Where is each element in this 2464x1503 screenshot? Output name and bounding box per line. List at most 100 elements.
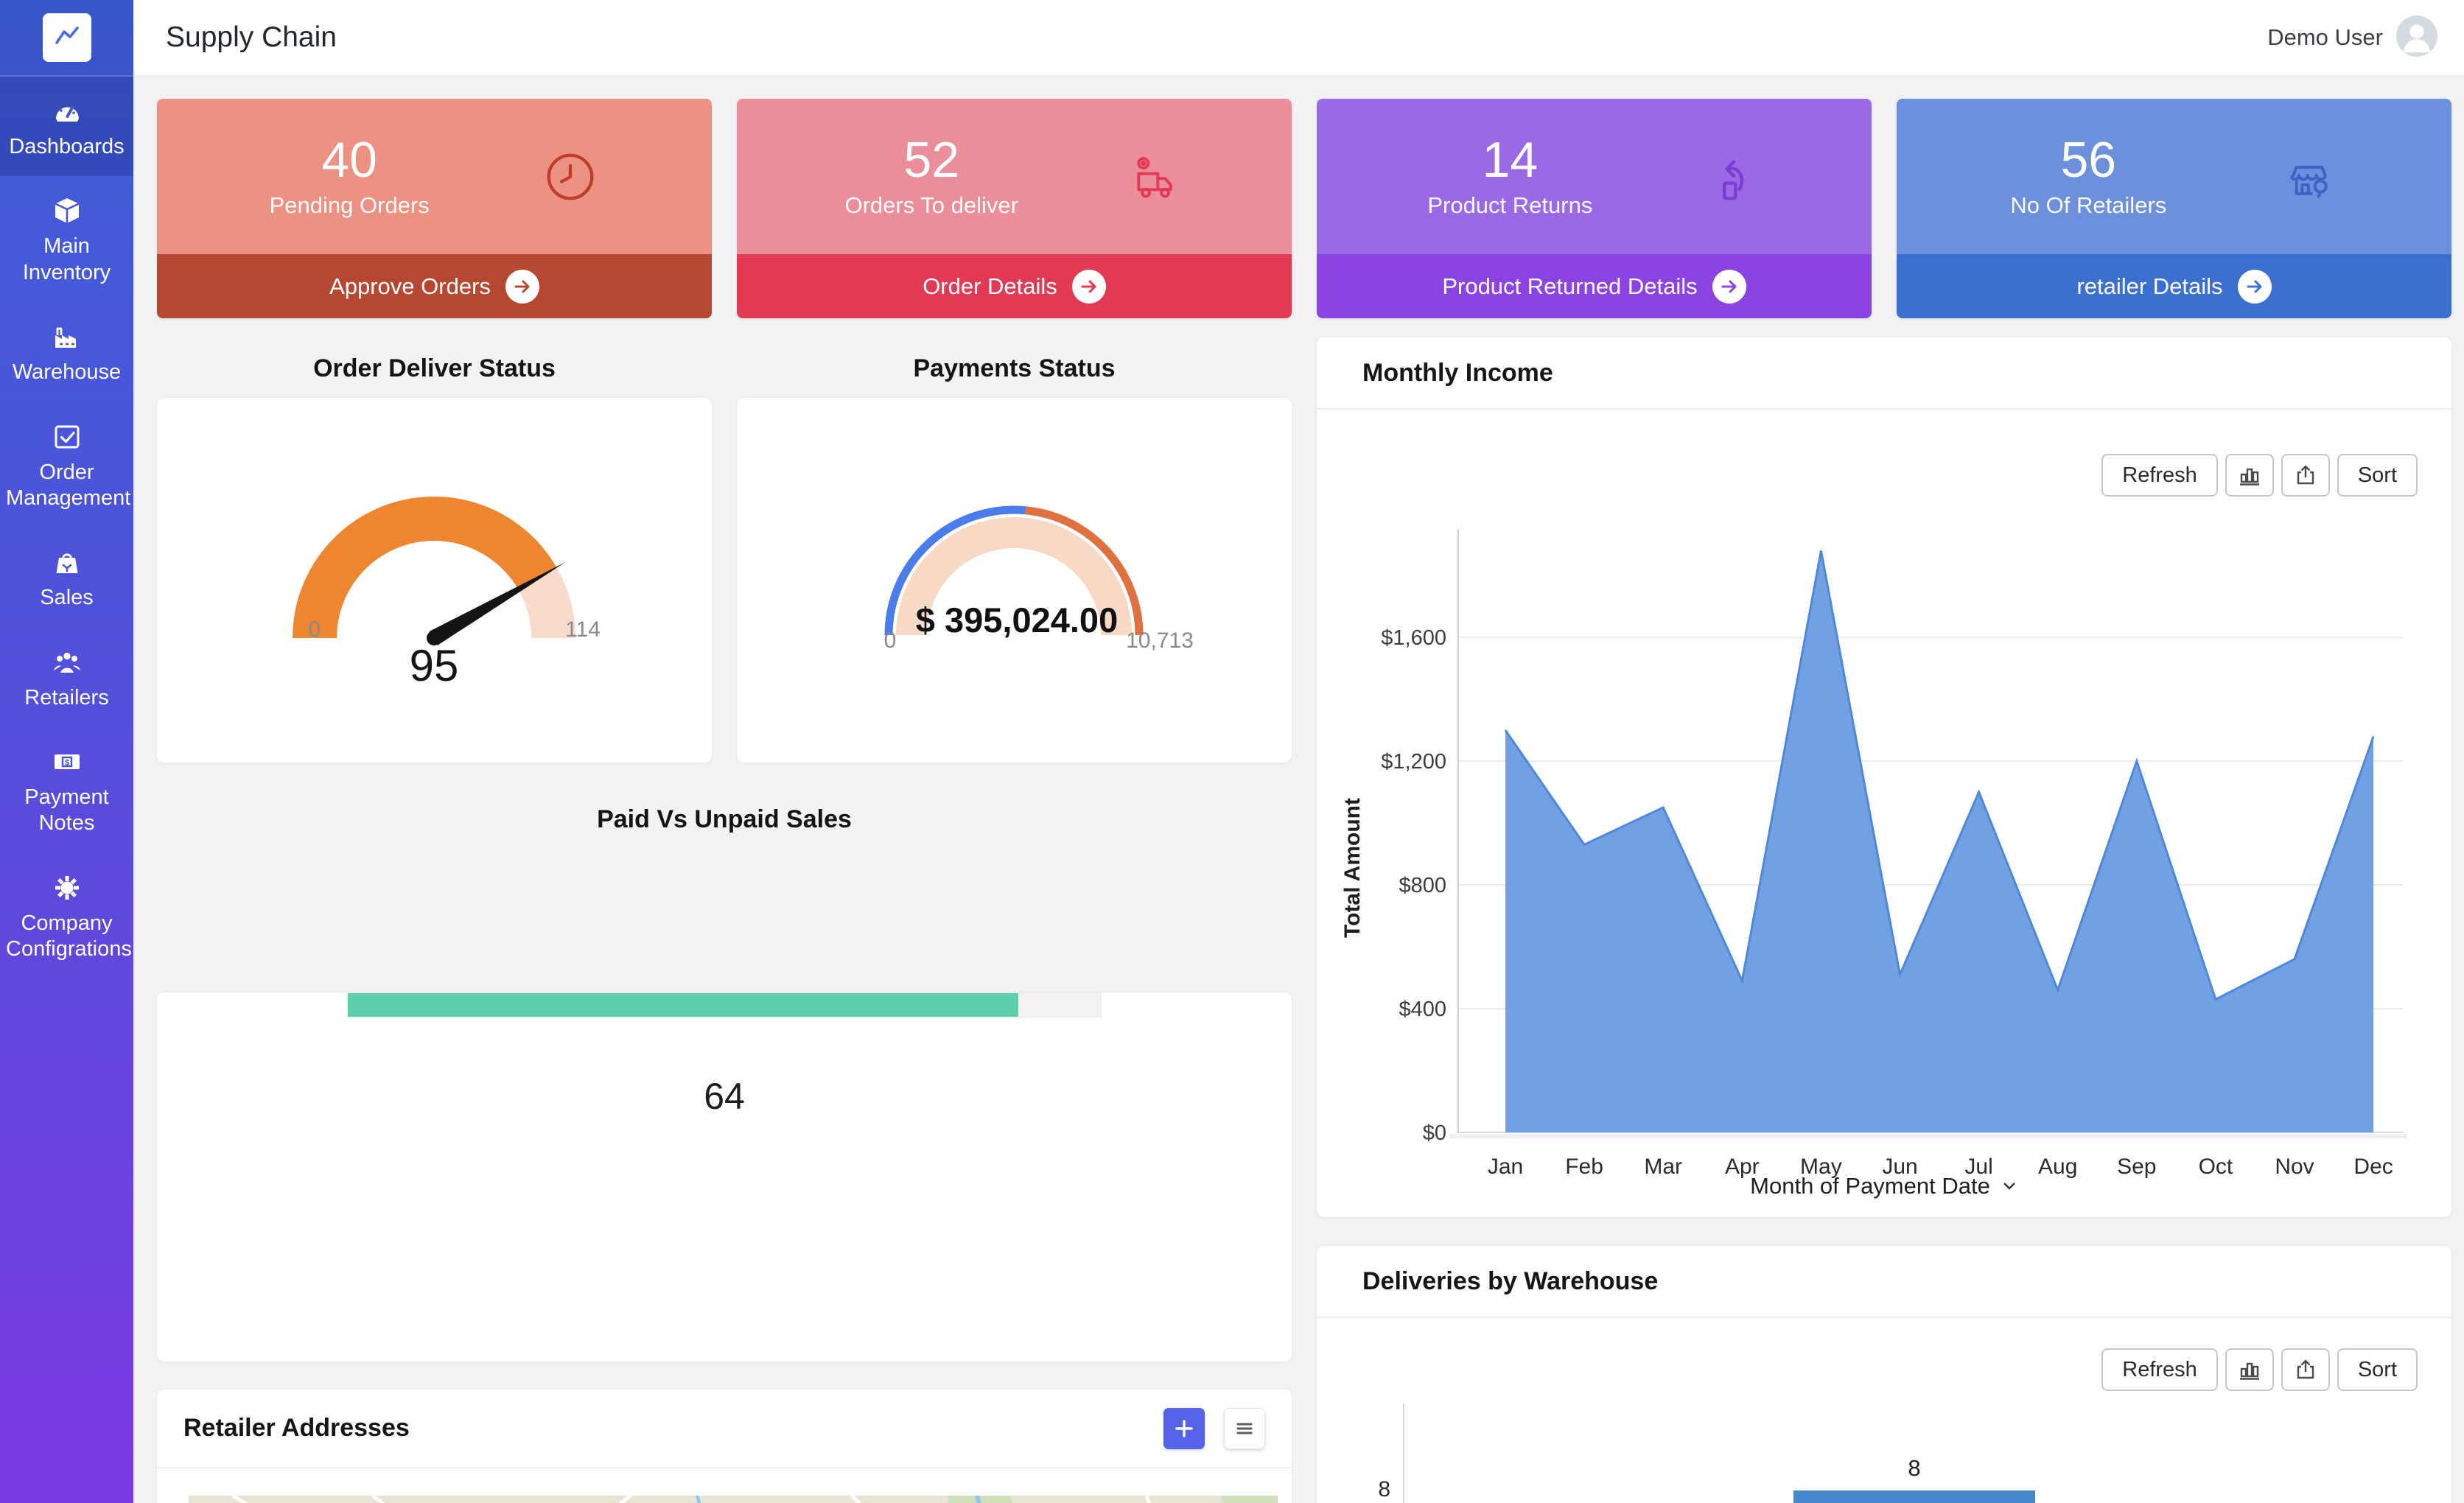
gauge-max-label: 114 [565,617,601,642]
sidebar-item-order-management[interactable]: Order Management [0,402,133,528]
app-logo[interactable] [0,0,133,77]
gauge-max-label: 10,713 [1126,628,1194,653]
sidebar-item-label: Warehouse [12,360,122,385]
refresh-button[interactable]: Refresh [2101,454,2218,497]
stat-card-no-of-retailers: 56 No Of Retailers retailer Details [1897,99,2451,318]
monthly-income-card: Monthly Income Refresh Sort [1317,337,2451,1217]
y-tick-label: $1,600 [1381,626,1446,650]
delivery-truck-icon [1126,148,1183,206]
export-button[interactable] [2281,454,2330,497]
x-tick-label: Sep [2117,1155,2156,1179]
stat-value: 52 [903,131,960,188]
stat-label: Pending Orders [269,192,430,219]
gear-icon [50,871,84,905]
sidebar-item-label: Payment Notes [24,785,109,835]
sidebar-item-sales[interactable]: Sales [0,528,133,627]
menu-icon [1236,1423,1253,1434]
bar-chart-icon [2239,1362,2259,1380]
payments-gauge: 0 10,713 $ 395,024.00 [737,398,1292,763]
bar-series [1793,1490,2035,1503]
sort-button[interactable]: Sort [2337,1348,2418,1391]
plus-icon [1175,1419,1193,1437]
x-tick-label: Jun [1882,1155,1917,1179]
sidebar-item-label: Sales [40,586,94,610]
avatar [2396,15,2437,60]
order-details-button[interactable]: Order Details [737,254,1292,318]
gauge-value: $ 395,024.00 [916,600,1118,640]
footer-action-label: Approve Orders [329,273,491,299]
export-button[interactable] [2281,1348,2330,1391]
stat-label: Product Returns [1427,192,1593,219]
footer-action-label: Product Returned Details [1442,273,1698,299]
refresh-button[interactable]: Refresh [2101,1348,2218,1391]
deliveries-bar-chart: 8 8 [1378,1404,2035,1503]
stat-card-product-returns: 14 Product Returns Product Returned Deta… [1317,99,1872,318]
chart-type-button[interactable] [2225,1348,2274,1391]
stat-value: 40 [321,131,377,188]
chart-type-button[interactable] [2225,454,2274,497]
sidebar-item-company-configrations[interactable]: Company Configrations [0,853,133,979]
page-title: Supply Chain [166,21,337,53]
arrow-right-icon [505,269,539,304]
shopping-bag-icon [50,545,84,579]
sidebar-item-retailers[interactable]: Retailers [0,628,133,727]
paid-progress-fill [348,993,1018,1017]
payments-status-section: Payments Status 0 10,713 $ 395,024.00 [737,354,1292,763]
order-check-icon [50,420,84,454]
export-icon [2297,465,2314,485]
section-title: Order Deliver Status [313,354,556,382]
retailer-map[interactable]: Muzaffarnagar Hisar [189,1496,1278,1503]
top-bar: Supply Chain Demo User [133,0,2464,77]
deliveries-by-warehouse-card: Deliveries by Warehouse Refresh Sort [1317,1246,2451,1503]
chevron-down-icon [2003,1183,2015,1190]
sidebar-item-label: Dashboards [9,135,125,158]
product-returned-details-button[interactable]: Product Returned Details [1317,254,1872,318]
y-tick-label: $800 [1399,874,1446,897]
y-tick-label: $1,200 [1381,750,1446,774]
approve-orders-button[interactable]: Approve Orders [157,254,712,318]
left-column: Order Deliver Status 0 114 95 [157,337,1292,1503]
dashboard-content: 40 Pending Orders Approve Orders [133,77,2464,1503]
return-box-icon [1704,148,1761,206]
y-tick-label: $0 [1423,1121,1446,1145]
stat-card-row: 40 Pending Orders Approve Orders [157,99,2451,318]
panel-title: Monthly Income [1362,358,1553,387]
y-axis-title: Total Amount [1340,798,1365,938]
order-deliver-status-section: Order Deliver Status 0 114 95 [157,354,712,763]
sidebar-item-main-inventory[interactable]: Main Inventory [0,176,133,302]
sidebar-item-payment-notes[interactable]: $ Payment Notes [0,727,133,853]
user-menu[interactable]: Demo User [2267,15,2437,60]
sidebar-item-label: Company Configrations [6,911,132,961]
x-tick-label: Apr [1725,1155,1760,1179]
sort-button[interactable]: Sort [2337,454,2418,497]
paid-value: 64 [704,1076,745,1117]
gauge-min-label: 0 [309,617,321,642]
arrow-right-icon [1071,269,1106,304]
gauge-min-label: 0 [884,628,897,653]
stat-label: Orders To deliver [844,192,1018,219]
sidebar-item-warehouse[interactable]: Warehouse [0,302,133,402]
chart-toolbar: Refresh Sort [1317,454,2451,497]
line-chart-icon [42,13,91,62]
x-tick-label: Jul [1964,1155,1992,1179]
people-icon [50,645,84,679]
footer-action-label: Order Details [923,273,1057,299]
x-tick-label: Nov [2275,1155,2314,1179]
stat-value: 56 [2060,131,2117,188]
retailer-details-button[interactable]: retailer Details [1897,254,2451,318]
stat-value: 14 [1482,131,1539,188]
x-tick-label: Aug [2038,1155,2077,1179]
paid-vs-unpaid-chart: 64 [157,992,1292,1362]
main-area: Supply Chain Demo User 40 Pending Orders [133,0,2464,1503]
sidebar-item-dashboards[interactable]: Dashboards [0,77,133,177]
gauge-value: 95 [410,641,459,690]
y-tick-label: 8 [1378,1477,1390,1502]
add-address-button[interactable] [1163,1407,1205,1449]
card-menu-button[interactable] [1224,1407,1265,1449]
x-axis-field-dropdown[interactable]: Month of Payment Date [1317,1173,2451,1199]
footer-action-label: retailer Details [2076,273,2223,299]
speedometer-icon [50,94,84,128]
chart-toolbar: Refresh Sort [1317,1348,2451,1391]
x-tick-label: Feb [1565,1155,1603,1179]
